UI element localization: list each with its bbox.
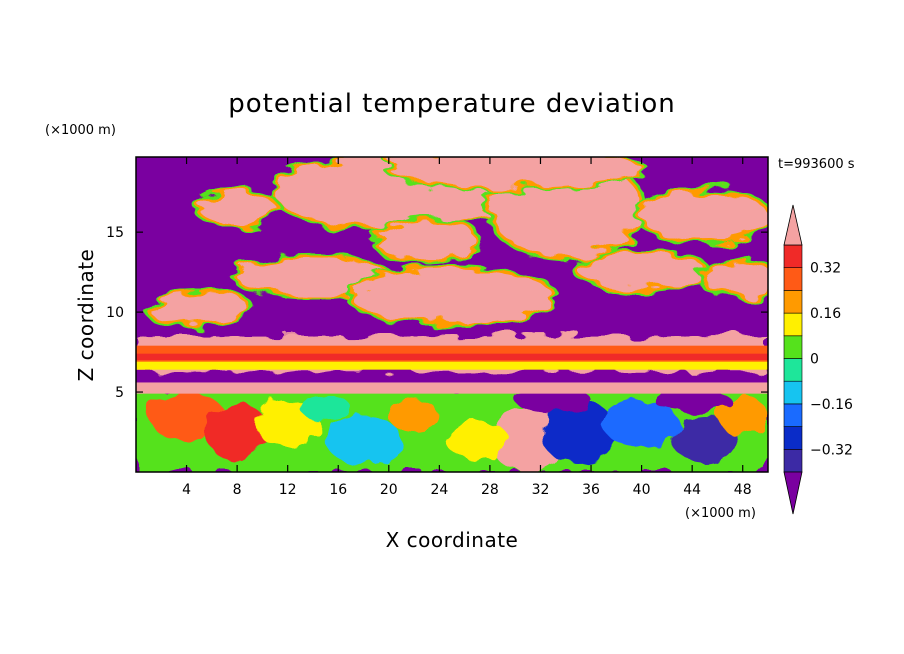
contour-patch [704,264,768,297]
x-tick-label: 16 [329,482,347,498]
warm-band-core [136,353,768,361]
chart-title: potential temperature deviation [228,89,675,119]
x-tick-label: 40 [633,482,651,498]
contour-patch [199,192,276,225]
contour-patch [603,400,680,449]
contour-patch [205,403,269,461]
y-units: (×1000 m) [45,123,116,138]
contour-patch [445,420,509,460]
colorbar-box [783,244,803,269]
contour-patch [717,396,768,436]
contour-patch [325,416,402,465]
colorbar-extend-high [783,204,803,246]
contour-patch [300,395,351,421]
x-axis: 4 8 12 16 20 24 28 32 36 40 44 48 [182,157,752,498]
plot-frame [135,156,769,473]
contour-patch [237,259,389,295]
x-units: (×1000 m) [685,506,756,521]
lower-layer [136,387,768,472]
upper-layer [136,157,768,372]
x-tick-label: 8 [233,482,242,498]
colorbar-box [783,426,803,450]
contour-patch [350,270,554,322]
x-axis-label: X coordinate [386,528,519,552]
warm-band-edge [136,361,768,370]
colorbar-box [783,335,803,359]
colorbar-label: 0.32 [810,261,841,277]
contour-patch [388,157,642,188]
colorbar-extend-low [783,471,803,515]
contour-patch [376,220,478,260]
y-tick-label: 10 [106,305,124,321]
time-label: t=993600 s [778,157,855,172]
x-tick-label: 36 [582,482,600,498]
colorbar-label: 0.16 [810,306,841,322]
interface-band [136,382,768,394]
colorbar-box [783,312,803,337]
colorbar-box [783,403,803,427]
x-tick-label: 48 [734,482,752,498]
x-tick-label: 32 [532,482,550,498]
colorbar: 0.32 0.16 0 −0.16 −0.32 [783,204,853,515]
contour-patch [641,192,768,241]
x-tick-label: 44 [683,482,701,498]
colorbar-box [783,448,803,473]
contour-patch [148,294,250,324]
x-tick-label: 28 [481,482,499,498]
colorbar-box [783,358,803,382]
contour-patch [388,400,440,433]
colorbar-label: −0.32 [810,442,853,458]
colorbar-label: 0 [810,352,819,368]
x-tick-label: 20 [380,482,398,498]
contour-patch [578,252,705,289]
colorbar-label: −0.16 [810,397,853,413]
contour-patch [148,392,225,441]
x-tick-label: 24 [430,482,448,498]
y-tick-label: 5 [115,385,124,401]
contour-patch [673,416,737,465]
y-axis: 5 10 15 [106,225,768,401]
contour-patch [540,400,617,465]
colorbar-box [783,290,803,314]
x-tick-label: 12 [279,482,297,498]
y-tick-label: 15 [106,225,124,241]
colorbar-box [783,380,803,405]
y-axis-label: Z coordinate [74,249,98,382]
heatmap-field [136,157,768,472]
colorbar-box [783,267,803,291]
x-tick-label: 4 [182,482,191,498]
